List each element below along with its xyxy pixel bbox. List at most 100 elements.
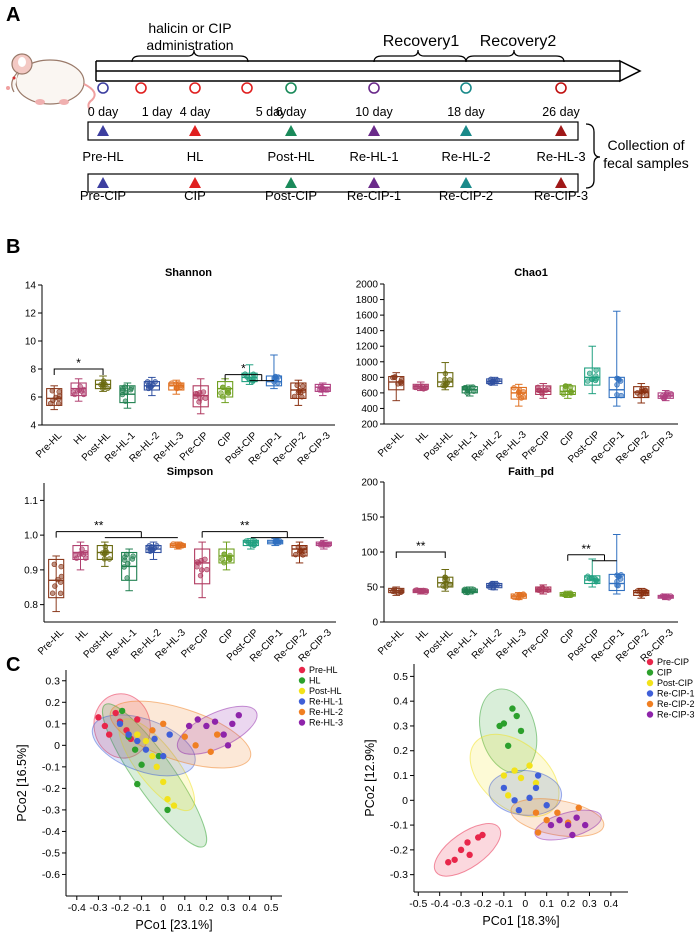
data-point: [221, 551, 227, 557]
point-Re-CIP-1: [511, 797, 518, 804]
y-tick-label: 0.1: [45, 718, 60, 730]
confidence-ellipse: [433, 823, 502, 877]
data-point: [52, 583, 58, 589]
data-point: [614, 392, 620, 398]
point-Re-HL-1: [134, 737, 141, 745]
data-point: [78, 388, 85, 394]
point-Re-CIP-1: [526, 794, 533, 802]
point-Re-HL-2: [149, 727, 156, 734]
box-CIP: [217, 378, 234, 404]
point-Post-HL: [164, 795, 171, 803]
scatter-pcoa_cip: -0.5 -0.4 -0.3 -0.2 -0.1 0 0.1 0.2 0.3 0.4-0.3-0.…: [363, 657, 695, 928]
legend-marker: [646, 700, 654, 708]
box-Pre-HL: [388, 586, 405, 596]
point-Re-HL-3: [224, 742, 232, 749]
sample-triangle: [460, 177, 472, 188]
point-Pre-HL: [106, 731, 113, 738]
point-Pre-CIP: [451, 856, 458, 863]
sample-label: Re-HL-1: [349, 149, 398, 164]
box-Post-CIP: [584, 345, 601, 395]
data-point: [49, 590, 56, 596]
point-Re-CIP-1: [532, 784, 540, 792]
data-point: [511, 385, 517, 391]
cip-sample-bar: [87, 173, 579, 193]
data-point: [219, 384, 226, 390]
legend-marker: [298, 698, 306, 705]
point-Re-CIP-1: [500, 784, 508, 792]
point-Post-HL: [153, 763, 160, 771]
legend-label: Re-HL-1: [309, 697, 343, 707]
data-point: [662, 594, 668, 600]
box-Re-HL-2: [486, 580, 503, 591]
significance-label: **: [240, 519, 250, 533]
data-point: [101, 551, 108, 557]
point-Re-HL-1: [160, 752, 167, 760]
chart-title: Faith_pd: [508, 466, 554, 478]
box-Re-CIP-1: [265, 354, 283, 390]
point-Re-CIP-3: [556, 816, 563, 824]
y-tick-label: 0.9: [24, 565, 38, 576]
x-tick-label: CIP: [216, 430, 236, 450]
chart-title: Simpson: [167, 466, 214, 478]
data-point: [420, 587, 427, 594]
data-point: [123, 551, 130, 558]
data-point: [296, 387, 302, 394]
legend-label: CIP: [657, 668, 672, 678]
data-point: [273, 537, 280, 544]
confidence-ellipse: [488, 769, 563, 816]
y-tick-label: 1400: [356, 326, 379, 337]
data-point: [102, 544, 109, 550]
data-point: [516, 392, 522, 399]
y-tick-label: -0.2: [390, 844, 408, 856]
significance-label: *: [76, 356, 81, 370]
legend: Pre-CIPCIPPost-CIPRe-CIP-1Re-CIP-2Re-CIP…: [646, 657, 695, 720]
x-tick-label: 0.1: [539, 898, 554, 910]
point-CIP: [504, 742, 512, 749]
sample-label: CIP: [184, 188, 206, 203]
data-point: [299, 383, 306, 389]
data-point: [245, 539, 251, 546]
data-point: [511, 594, 517, 600]
data-point: [58, 563, 64, 570]
data-point: [471, 586, 477, 593]
legend-label: Pre-HL: [309, 665, 338, 675]
point-Re-HL-2: [192, 742, 199, 749]
data-point: [128, 385, 135, 391]
x-tick-label: -0.4: [68, 902, 86, 914]
legend-label: Re-HL-2: [309, 707, 343, 717]
x-tick-label: CIP: [558, 627, 578, 647]
legend-label: HL: [309, 676, 321, 686]
day-marker-circle: [241, 82, 253, 94]
data-point: [443, 584, 449, 590]
y-tick-label: 200: [361, 478, 378, 489]
point-Pre-HL: [134, 716, 141, 723]
day-label: 26 day: [542, 105, 580, 119]
box-CIP: [559, 590, 576, 598]
data-point: [55, 576, 61, 583]
legend-label: Re-CIP-1: [657, 689, 695, 699]
point-Re-CIP-2: [543, 816, 550, 824]
box-body: [584, 367, 601, 386]
legend-marker: [646, 679, 654, 687]
chart-title: Chao1: [514, 267, 548, 279]
y-tick-label: 0.1: [393, 770, 408, 782]
data-point: [55, 400, 62, 407]
data-point: [80, 551, 87, 558]
data-point: [543, 586, 549, 592]
day-marker-circle: [97, 82, 109, 94]
data-point: [197, 572, 204, 579]
point-Post-CIP: [532, 779, 540, 787]
significance-label: **: [581, 542, 591, 556]
x-tick-label: HL: [74, 627, 91, 644]
day-marker-circle: [555, 82, 567, 94]
y-tick-label: 0: [402, 795, 408, 807]
confidence-ellipse: [109, 700, 252, 769]
data-point: [586, 370, 593, 377]
y-tick-label: -0.3: [42, 804, 60, 816]
x-tick-label: 0.5: [264, 902, 279, 914]
data-point: [58, 573, 65, 580]
data-point: [200, 389, 207, 395]
y-tick-label: -0.4: [42, 826, 60, 838]
y-tick-label: 0.3: [45, 675, 60, 687]
data-point: [442, 370, 449, 377]
